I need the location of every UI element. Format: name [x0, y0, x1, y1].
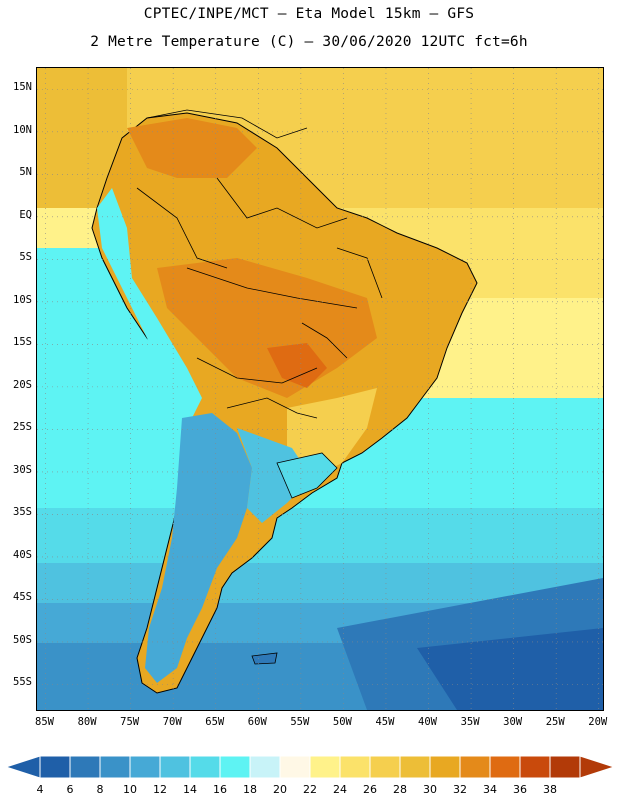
lon-label: 55W [290, 716, 310, 728]
colorbar-label: 28 [393, 783, 407, 796]
colorbar-segment [309, 755, 341, 779]
lon-label: 20W [588, 716, 608, 728]
colorbar-segment [99, 755, 131, 779]
caribbean-coast [146, 109, 308, 139]
lat-label: 55S [13, 676, 32, 689]
lat-label: 30S [13, 463, 32, 476]
lat-lon-grid [37, 68, 603, 710]
colorbar-label: 4 [36, 783, 44, 796]
country-borders [136, 177, 383, 419]
colorbar-arrow-low [4, 755, 41, 779]
lat-label: 15N [13, 81, 32, 94]
colorbar-label: 38 [543, 783, 557, 796]
colorbar-segment [429, 755, 461, 779]
colorbar-label: 30 [423, 783, 437, 796]
land-zone-uruguay [276, 452, 338, 499]
colorbar-label: 32 [453, 783, 467, 796]
ocean-band-coldest-patch [417, 628, 603, 710]
colorbar-label: 14 [183, 783, 197, 796]
lon-label: 60W [247, 716, 267, 728]
colorbar-segment [219, 755, 251, 779]
lat-label: 10N [13, 123, 32, 136]
colorbar-segment [279, 755, 311, 779]
land-zone-north-hot [127, 118, 257, 178]
colorbar-segment [159, 755, 191, 779]
land-zone-southern-cone-mild [237, 428, 312, 523]
lat-label: 15S [13, 336, 32, 349]
lon-label: 65W [205, 716, 225, 728]
lon-label: 85W [35, 716, 54, 728]
falkland-islands [251, 652, 278, 665]
lat-label: 50S [13, 633, 32, 646]
colorbar-segment [489, 755, 521, 779]
colorbar-segment [519, 755, 551, 779]
colorbar-segment [39, 755, 71, 779]
colorbar-segment [549, 755, 581, 779]
temperature-colorbar [4, 755, 616, 779]
colorbar-segment [339, 755, 371, 779]
lon-label: 75W [120, 716, 140, 728]
lon-label: 35W [460, 716, 480, 728]
colorbar-label: 8 [96, 783, 104, 796]
colorbar-label: 16 [213, 783, 227, 796]
lat-label: 5N [19, 166, 32, 179]
colorbar-label: 26 [363, 783, 377, 796]
lat-label: 35S [13, 506, 32, 519]
lon-label: 25W [545, 716, 565, 728]
colorbar-segment [69, 755, 101, 779]
colorbar-segment [129, 755, 161, 779]
lat-label: 20S [13, 378, 32, 391]
colorbar-label: 34 [483, 783, 497, 796]
map-title-line-2: 2 Metre Temperature (C) – 30/06/2020 12U… [90, 34, 528, 50]
ocean-band-south-2 [37, 508, 603, 563]
lon-label: 70W [162, 716, 182, 728]
colorbar-segment [249, 755, 281, 779]
lat-label: 25S [13, 421, 32, 434]
colorbar-segment [189, 755, 221, 779]
colorbar-segment [399, 755, 431, 779]
lat-label: 40S [13, 548, 32, 561]
colorbar-label: 12 [153, 783, 167, 796]
ocean-band-pacific-cool [37, 398, 167, 498]
colorbar-segment [459, 755, 491, 779]
colorbar-label: 10 [123, 783, 137, 796]
lat-label: 45S [13, 591, 32, 604]
colorbar-label: 24 [333, 783, 347, 796]
colorbar-segment [369, 755, 401, 779]
map-title-line-1: CPTEC/INPE/MCT – Eta Model 15km – GFS [143, 6, 475, 22]
lon-label: 40W [418, 716, 437, 728]
colorbar-label: 6 [66, 783, 74, 796]
lat-label: EQ [19, 208, 32, 221]
lon-label: 30W [503, 716, 523, 728]
temperature-map [36, 67, 604, 711]
colorbar-label: 20 [273, 783, 287, 796]
land-zone-andes-cool [97, 188, 202, 428]
lat-label: 10S [13, 293, 32, 306]
lat-label: 5S [19, 251, 32, 264]
lon-label: 80W [77, 716, 97, 728]
land-zone-patagonia [145, 413, 252, 683]
colorbar-label: 36 [513, 783, 527, 796]
colorbar-arrow-high [579, 755, 616, 779]
lon-label: 50W [332, 716, 352, 728]
land-zone-hottest [267, 343, 327, 388]
colorbar-label: 22 [303, 783, 317, 796]
lon-label: 45W [375, 716, 395, 728]
colorbar-label: 18 [243, 783, 257, 796]
